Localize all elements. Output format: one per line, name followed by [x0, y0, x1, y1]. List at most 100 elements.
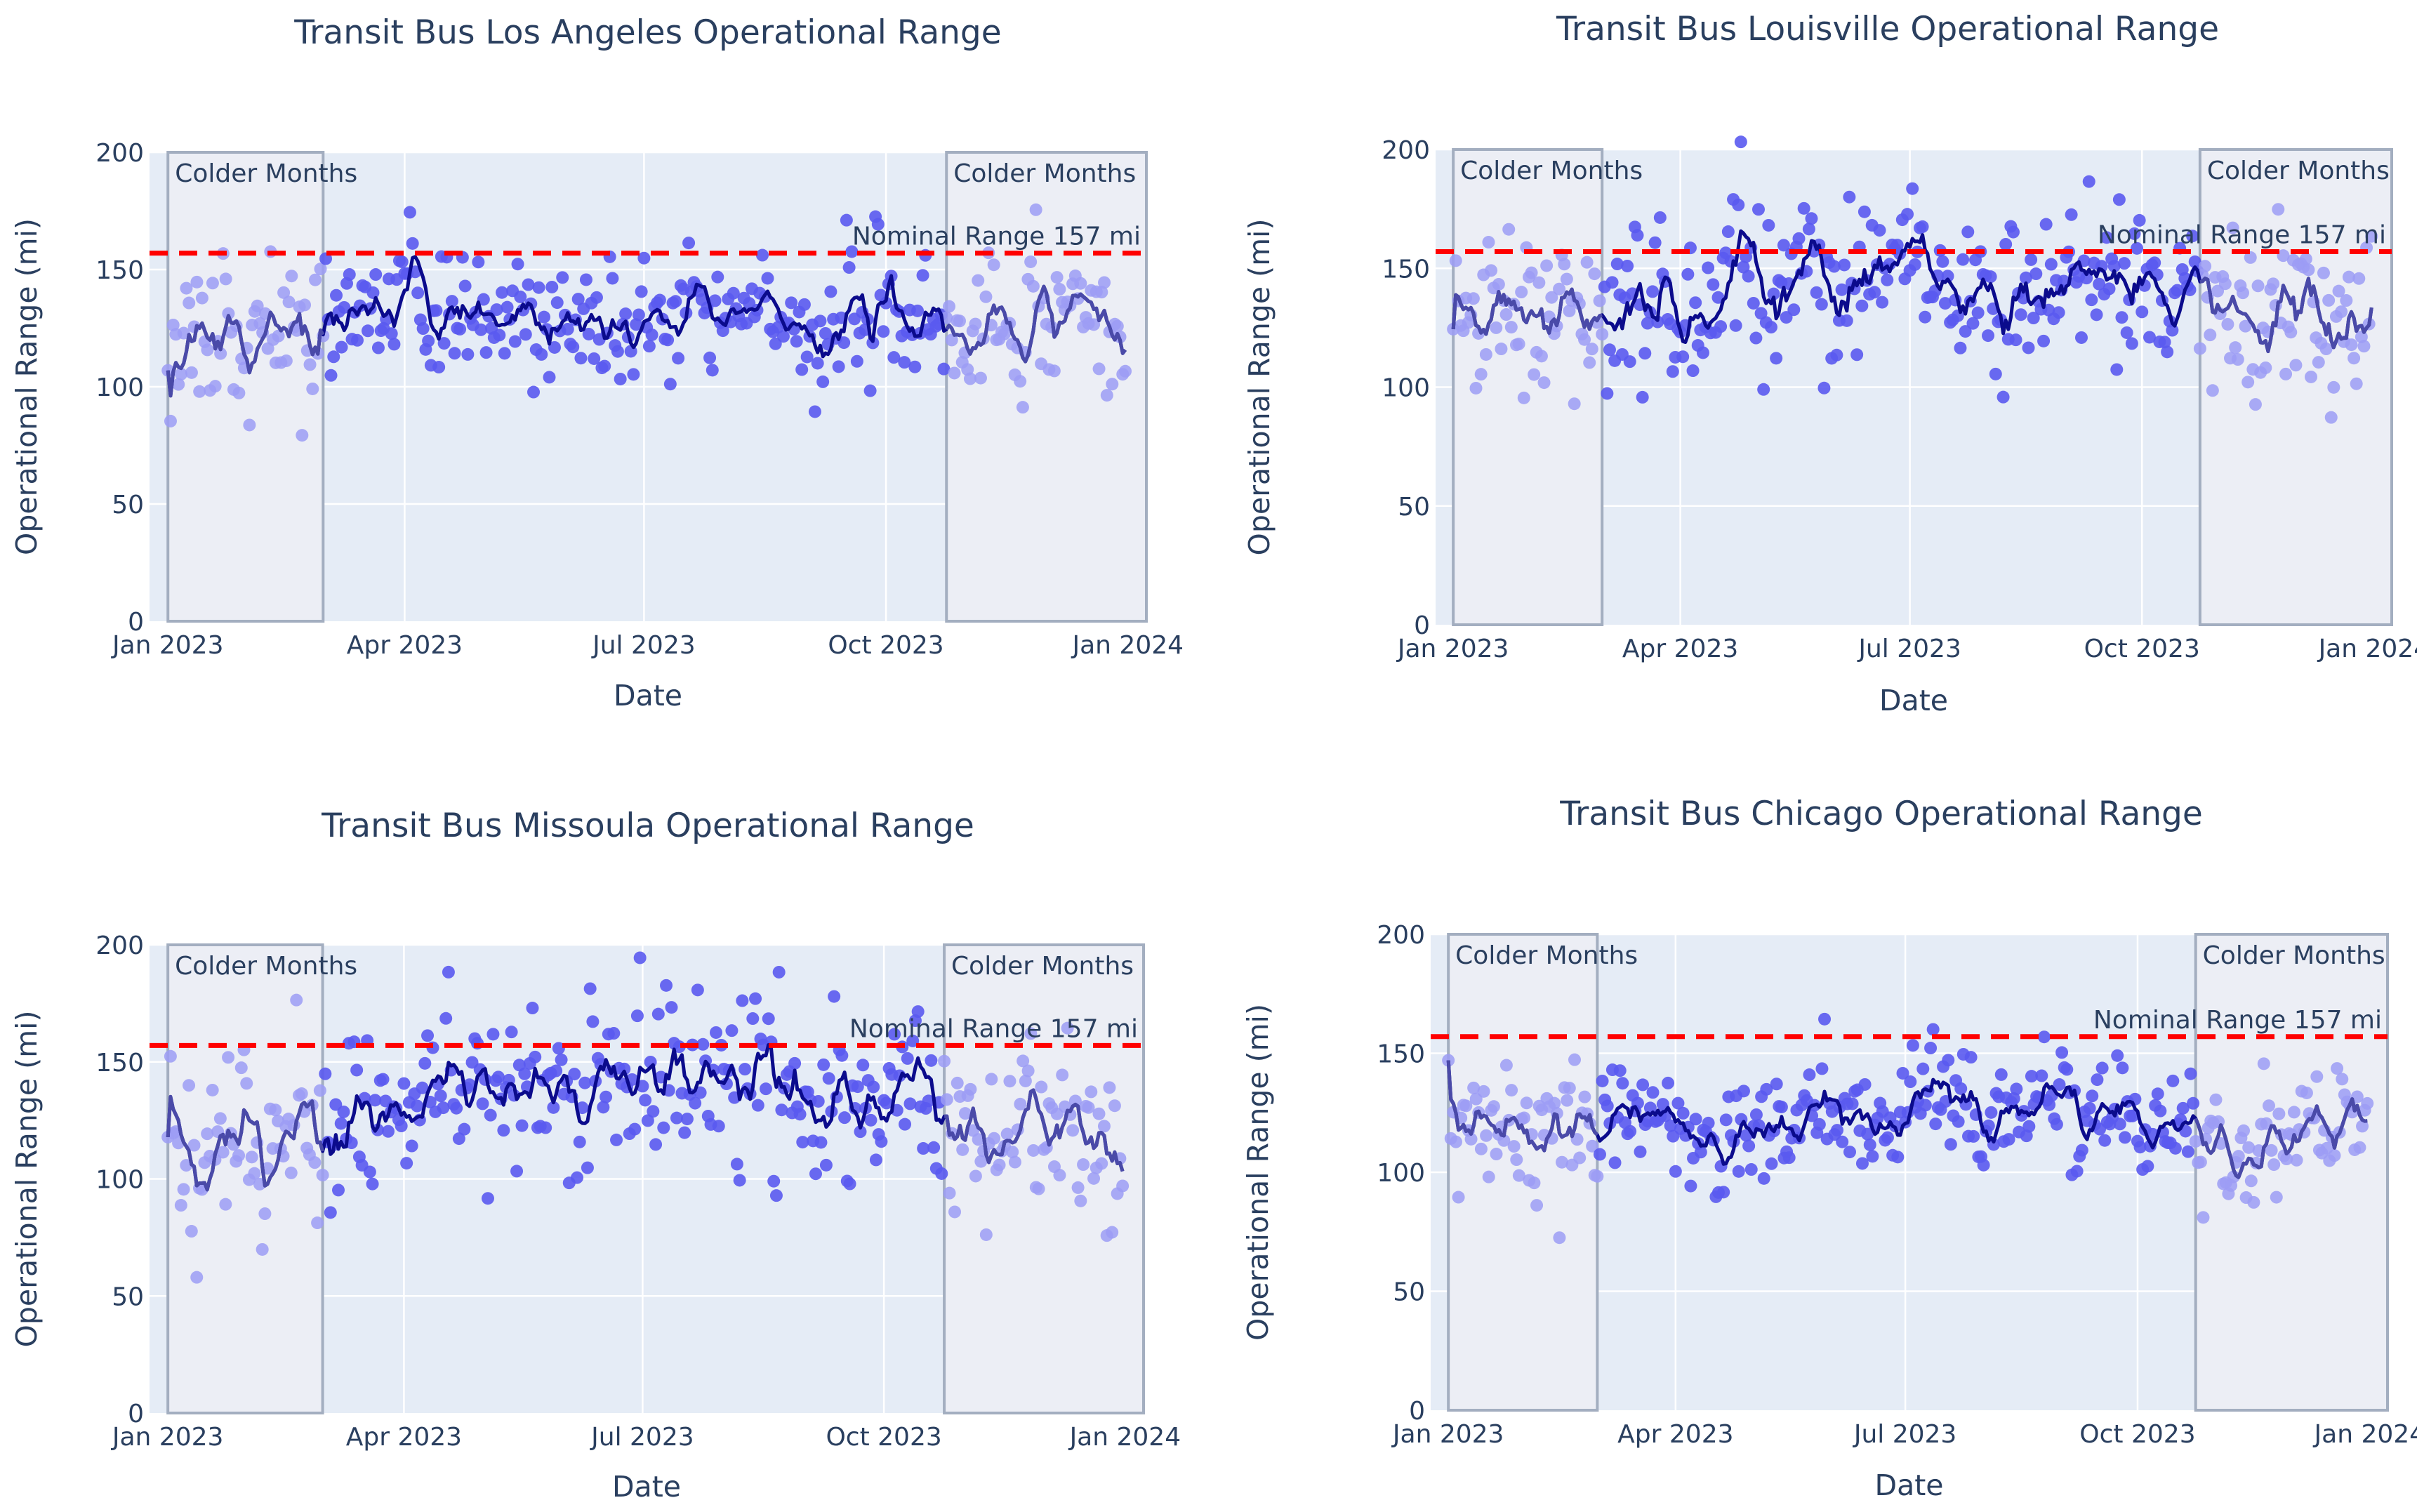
y-tick-label: 50: [1393, 1278, 1425, 1307]
data-point: [963, 372, 976, 385]
data-point: [1638, 347, 1652, 360]
data-point: [680, 1113, 694, 1126]
rolling-average-cold-segment: [166, 310, 325, 398]
data-point: [682, 237, 696, 250]
data-point: [2090, 308, 2103, 321]
data-point: [607, 1027, 621, 1040]
data-point: [1553, 1231, 1566, 1245]
data-point: [814, 1136, 828, 1149]
data-point: [1591, 1169, 1604, 1183]
x-tick-label: Jan 2023: [1396, 635, 1509, 663]
data-point: [1467, 1081, 1481, 1094]
data-point: [1944, 1138, 1957, 1151]
data-point: [1956, 253, 1970, 266]
data-point: [1530, 1199, 1544, 1212]
data-point: [1908, 258, 1921, 271]
data-point: [403, 206, 416, 219]
data-point: [366, 286, 380, 299]
data-point: [767, 1174, 781, 1188]
data-point: [2345, 338, 2358, 352]
data-point: [543, 371, 556, 384]
data-point: [1515, 286, 1528, 299]
data-point: [788, 1056, 802, 1070]
data-point: [1664, 1119, 1677, 1132]
data-point: [185, 1225, 198, 1238]
data-point: [1580, 256, 1594, 269]
data-point: [1517, 391, 1530, 404]
data-point: [708, 294, 722, 307]
data-point: [969, 317, 982, 331]
data-point: [832, 360, 845, 373]
data-point: [641, 1114, 654, 1127]
data-point: [187, 1139, 201, 1152]
data-point: [448, 347, 461, 360]
data-point: [2209, 1093, 2223, 1106]
data-point: [812, 1094, 825, 1108]
data-point: [1996, 390, 2010, 404]
data-point: [901, 1052, 914, 1065]
data-point: [1100, 389, 1113, 402]
data-point: [1085, 1085, 1098, 1099]
data-point: [2091, 1073, 2104, 1087]
data-point: [532, 281, 545, 294]
data-point: [670, 1111, 683, 1125]
data-point: [395, 256, 409, 269]
data-point: [2232, 1150, 2245, 1163]
data-point: [2327, 380, 2340, 394]
data-point: [1474, 368, 1488, 381]
data-point: [538, 310, 551, 324]
data-point: [1111, 319, 1124, 333]
data-point: [2131, 241, 2144, 255]
data-point: [1469, 381, 1483, 394]
data-point: [421, 1029, 435, 1042]
data-point: [381, 1125, 395, 1138]
data-point: [1050, 271, 1064, 284]
data-point: [2025, 253, 2038, 266]
data-point: [1087, 318, 1101, 331]
data-point: [2075, 1143, 2088, 1157]
data-point: [2348, 352, 2361, 365]
data-point: [1714, 320, 1728, 333]
data-point: [295, 1087, 308, 1101]
data-point: [1836, 1135, 1849, 1148]
data-point: [1662, 1076, 1675, 1089]
data-point: [416, 1081, 429, 1094]
data-point: [240, 1077, 253, 1090]
data-point: [201, 1127, 214, 1141]
data-point: [1477, 1085, 1490, 1098]
data-point: [185, 366, 198, 379]
data-point: [258, 1207, 272, 1221]
data-point: [1881, 273, 1894, 286]
colder-months-label: Colder Months: [1455, 941, 1638, 970]
data-point: [1744, 1163, 1758, 1176]
data-point: [330, 289, 343, 302]
data-point: [479, 346, 493, 359]
data-point: [1053, 283, 1066, 296]
data-point: [2052, 306, 2065, 319]
data-point: [927, 1141, 941, 1154]
nominal-range-label: Nominal Range 157 mi: [2098, 221, 2386, 250]
data-point: [1074, 1194, 1087, 1207]
data-point: [1858, 1077, 1872, 1091]
data-point: [332, 1183, 345, 1197]
chart-2: Colder Months Colder Months Nominal Range …: [1243, 10, 2417, 717]
data-point: [925, 1054, 938, 1067]
data-point: [943, 1186, 956, 1200]
data-point: [2120, 326, 2133, 339]
data-point: [515, 1119, 529, 1132]
data-point: [1831, 1124, 1844, 1137]
data-point: [733, 1174, 746, 1187]
data-point: [1537, 376, 1551, 390]
data-point: [814, 314, 827, 328]
data-point: [222, 307, 235, 320]
data-point: [1977, 1158, 1990, 1172]
data-point: [691, 983, 704, 997]
data-point: [1097, 1120, 1111, 1133]
data-point: [2336, 1073, 2349, 1086]
data-point: [296, 429, 309, 442]
data-point: [822, 1072, 835, 1085]
data-point: [2357, 340, 2371, 353]
data-point: [1586, 1139, 1599, 1153]
colder-months-label: Colder Months: [2207, 157, 2390, 185]
data-point: [809, 1167, 822, 1181]
